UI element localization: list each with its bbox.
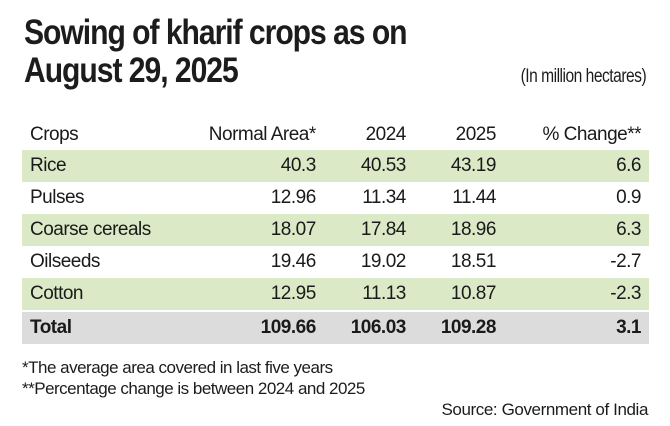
table-row: Rice 40.3 40.53 43.19 6.6 xyxy=(22,150,649,182)
header-normal-area: Normal Area* xyxy=(208,124,316,145)
unit-note: (In million hectares) xyxy=(520,66,646,87)
cell-change: -2.7 xyxy=(610,251,641,272)
header-2025: 2025 xyxy=(455,124,497,145)
cell-normal-area: 19.46 xyxy=(270,251,317,272)
total-label: Total xyxy=(22,310,168,344)
chart-title: Sowing of kharif crops as on August 29, … xyxy=(24,13,408,90)
cell-change: 0.9 xyxy=(616,187,641,208)
cell-2024: 11.34 xyxy=(362,187,406,208)
cell-2024: 17.84 xyxy=(323,214,414,246)
cell-2024: 11.13 xyxy=(323,278,414,311)
cell-2025: 10.87 xyxy=(413,278,504,311)
cell-normal-area: 12.96 xyxy=(270,187,317,208)
header-crops: Crops xyxy=(30,124,79,145)
total-change: 3.1 xyxy=(503,310,649,344)
cell-crop: Cotton xyxy=(22,278,168,311)
cell-2025: 18.51 xyxy=(450,251,497,272)
footnote-change: **Percentage change is between 2024 and … xyxy=(22,379,365,398)
crop-table: Crops Normal Area* 2024 2025 % Change** … xyxy=(22,120,649,344)
table-row: Pulses 12.96 11.34 11.44 0.9 xyxy=(22,182,649,214)
header-row: Crops Normal Area* 2024 2025 % Change** xyxy=(22,120,649,150)
table-row: Coarse cereals 18.07 17.84 18.96 6.3 xyxy=(22,214,649,246)
total-row: Total 109.66 106.03 109.28 3.1 xyxy=(22,310,649,344)
table-row: Cotton 12.95 11.13 10.87 -2.3 xyxy=(22,278,649,311)
source-note: Source: Government of India xyxy=(441,400,648,419)
cell-crop: Coarse cereals xyxy=(22,214,168,246)
cell-2025: 11.44 xyxy=(452,187,496,208)
total-normal: 109.66 xyxy=(168,310,324,344)
header-2024: 2024 xyxy=(365,124,407,145)
cell-2024: 19.02 xyxy=(360,251,407,272)
cell-change: 6.6 xyxy=(503,150,649,182)
footnotes: *The average area covered in last five y… xyxy=(22,357,365,399)
cell-2024: 40.53 xyxy=(323,150,414,182)
cell-2025: 43.19 xyxy=(413,150,504,182)
table-row: Oilseeds 19.46 19.02 18.51 -2.7 xyxy=(22,246,649,278)
cell-normal-area: 40.3 xyxy=(168,150,324,182)
cell-2025: 18.96 xyxy=(413,214,504,246)
cell-normal-area: 12.95 xyxy=(168,278,324,311)
cell-normal-area: 18.07 xyxy=(168,214,324,246)
header-change: % Change** xyxy=(542,124,641,145)
cell-change: -2.3 xyxy=(503,278,649,311)
total-2025: 109.28 xyxy=(413,310,504,344)
cell-change: 6.3 xyxy=(503,214,649,246)
cell-crop: Rice xyxy=(22,150,168,182)
cell-crop: Pulses xyxy=(30,187,85,208)
footnote-normal-area: *The average area covered in last five y… xyxy=(22,358,333,377)
cell-crop: Oilseeds xyxy=(30,251,100,272)
total-2024: 106.03 xyxy=(323,310,414,344)
